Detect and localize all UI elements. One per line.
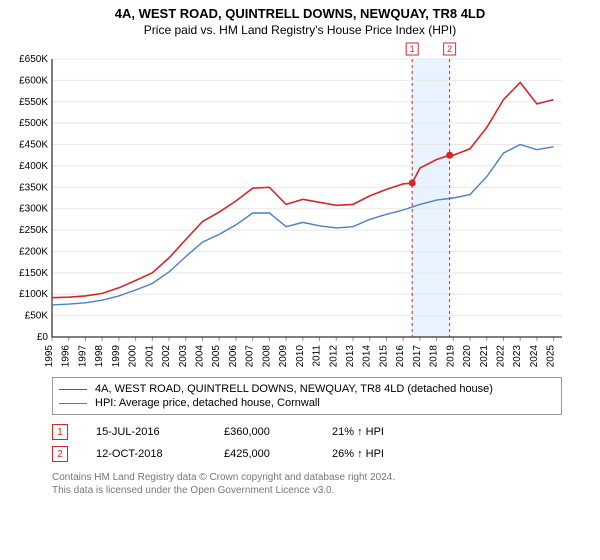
sale-marker-2: 2 — [52, 446, 68, 462]
svg-text:£650K: £650K — [19, 54, 48, 65]
sale-row-1: 1 15-JUL-2016 £360,000 21% ↑ HPI — [52, 421, 548, 443]
svg-text:1998: 1998 — [94, 345, 105, 368]
svg-text:2018: 2018 — [429, 345, 440, 368]
legend-label-property: 4A, WEST ROAD, QUINTRELL DOWNS, NEWQUAY,… — [95, 383, 493, 395]
svg-text:2022: 2022 — [495, 345, 506, 368]
svg-text:£450K: £450K — [19, 140, 48, 151]
svg-text:2023: 2023 — [512, 345, 523, 368]
line-chart: £0 £50K £100K £150K £200K £250K £300K £350K £400… — [10, 41, 570, 371]
legend-swatch-property — [59, 389, 87, 390]
legend-item-hpi: HPI: Average price, detached house, Corn… — [59, 396, 555, 410]
svg-text:£200K: £200K — [19, 246, 48, 257]
sale-marker-1: 1 — [52, 424, 68, 440]
svg-text:2021: 2021 — [479, 345, 490, 368]
svg-text:£500K: £500K — [19, 118, 48, 129]
legend-swatch-hpi — [59, 403, 87, 404]
svg-text:£50K: £50K — [25, 311, 49, 322]
svg-text:£300K: £300K — [19, 204, 48, 215]
chart-container: 4A, WEST ROAD, QUINTRELL DOWNS, NEWQUAY,… — [0, 0, 600, 560]
sale-date-2: 12-OCT-2018 — [96, 448, 196, 460]
svg-text:£100K: £100K — [19, 289, 48, 300]
svg-text:2008: 2008 — [261, 345, 272, 368]
svg-text:1997: 1997 — [77, 345, 88, 368]
svg-text:1996: 1996 — [61, 345, 72, 368]
svg-text:£350K: £350K — [19, 182, 48, 193]
svg-text:2012: 2012 — [328, 345, 339, 368]
svg-text:£250K: £250K — [19, 225, 48, 236]
svg-text:£150K: £150K — [19, 268, 48, 279]
svg-text:2004: 2004 — [194, 345, 205, 368]
sale-pct-1: 21% ↑ HPI — [332, 426, 384, 438]
sale-price-1: £360,000 — [224, 426, 304, 438]
svg-text:£400K: £400K — [19, 161, 48, 172]
svg-text:2016: 2016 — [395, 345, 406, 368]
svg-text:2010: 2010 — [295, 345, 306, 368]
legend-item-property: 4A, WEST ROAD, QUINTRELL DOWNS, NEWQUAY,… — [59, 382, 555, 396]
chart-subtitle: Price paid vs. HM Land Registry's House … — [0, 21, 600, 41]
svg-text:2019: 2019 — [445, 345, 456, 368]
svg-text:2003: 2003 — [178, 345, 189, 368]
sales-table: 1 15-JUL-2016 £360,000 21% ↑ HPI 2 12-OC… — [52, 421, 548, 465]
sale-date-1: 15-JUL-2016 — [96, 426, 196, 438]
svg-text:2006: 2006 — [228, 345, 239, 368]
svg-text:2000: 2000 — [128, 345, 139, 368]
footer-attribution: Contains HM Land Registry data © Crown c… — [52, 471, 548, 497]
svg-text:2015: 2015 — [378, 345, 389, 368]
svg-text:2002: 2002 — [161, 345, 172, 368]
svg-text:2013: 2013 — [345, 345, 356, 368]
svg-text:£550K: £550K — [19, 97, 48, 108]
svg-text:2017: 2017 — [412, 345, 423, 368]
svg-text:1995: 1995 — [44, 345, 55, 368]
svg-text:1: 1 — [410, 44, 415, 54]
svg-text:2009: 2009 — [278, 345, 289, 368]
svg-text:1999: 1999 — [111, 345, 122, 368]
legend: 4A, WEST ROAD, QUINTRELL DOWNS, NEWQUAY,… — [52, 377, 562, 415]
footer-line-1: Contains HM Land Registry data © Crown c… — [52, 471, 548, 484]
chart-area: £0 £50K £100K £150K £200K £250K £300K £350K £400… — [10, 41, 570, 371]
sale-pct-2: 26% ↑ HPI — [332, 448, 384, 460]
svg-text:2005: 2005 — [211, 345, 222, 368]
footer-line-2: This data is licensed under the Open Gov… — [52, 484, 548, 497]
svg-text:2011: 2011 — [312, 345, 323, 367]
svg-text:2014: 2014 — [362, 345, 373, 368]
svg-text:2020: 2020 — [462, 345, 473, 368]
legend-label-hpi: HPI: Average price, detached house, Corn… — [95, 397, 320, 409]
svg-text:2007: 2007 — [245, 345, 256, 368]
svg-text:£600K: £600K — [19, 75, 48, 86]
svg-text:2025: 2025 — [546, 345, 557, 368]
chart-title: 4A, WEST ROAD, QUINTRELL DOWNS, NEWQUAY,… — [0, 0, 600, 21]
svg-text:2001: 2001 — [144, 345, 155, 368]
sale-row-2: 2 12-OCT-2018 £425,000 26% ↑ HPI — [52, 443, 548, 465]
sale-price-2: £425,000 — [224, 448, 304, 460]
svg-text:£0: £0 — [37, 332, 49, 343]
svg-text:2: 2 — [447, 44, 452, 54]
svg-text:2024: 2024 — [529, 345, 540, 368]
